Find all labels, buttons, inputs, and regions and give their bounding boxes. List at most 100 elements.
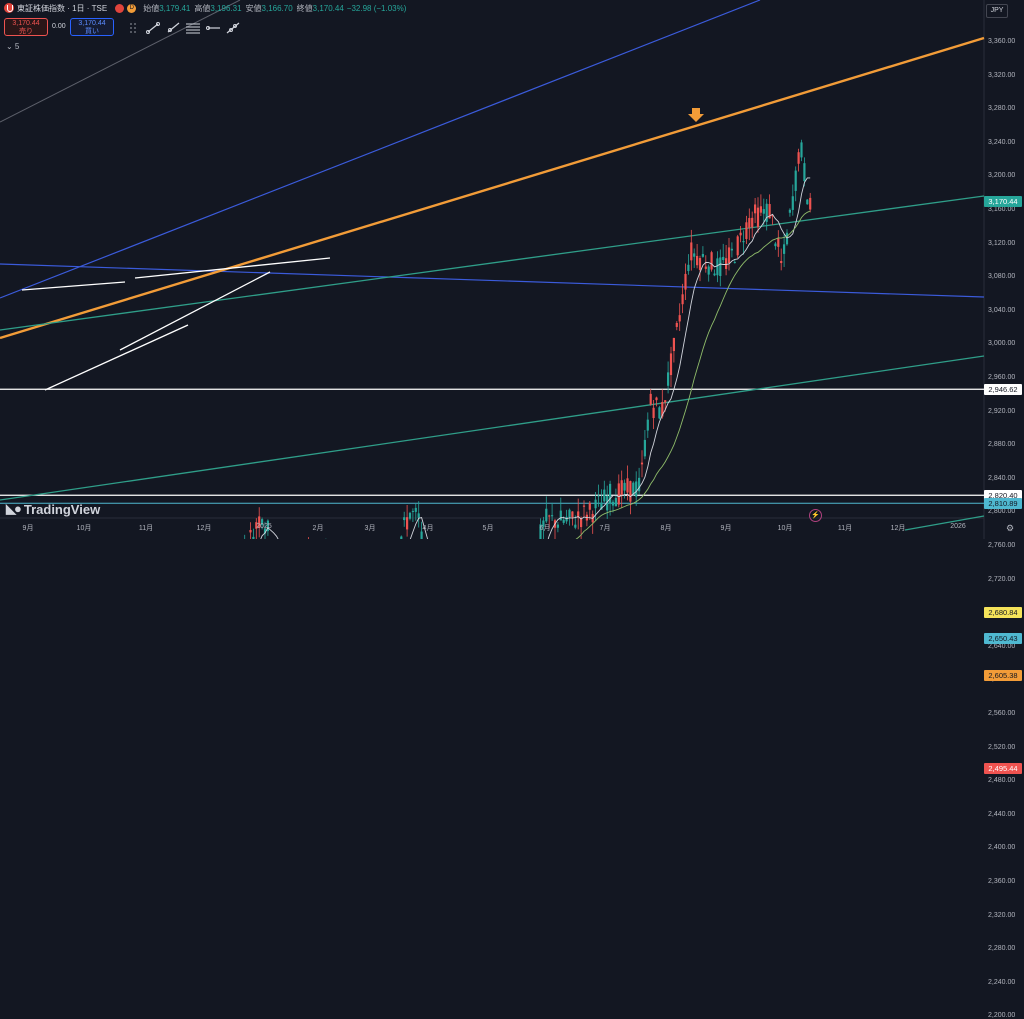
time-axis-label: 11月 [837, 525, 853, 532]
channel-line-white-top [134, 257, 331, 279]
candle-body [788, 209, 791, 213]
drag-handle-icon[interactable] [124, 21, 141, 35]
channel-line-white-top-left [21, 281, 126, 291]
price-axis-label: 2,240.00 [988, 978, 1016, 986]
flash-icon[interactable]: ⚡ [809, 509, 822, 522]
time-axis-label: 2026 [950, 523, 966, 530]
price-tag: 2,820.40 [984, 489, 1022, 501]
candle-body [643, 439, 646, 457]
candle-body [756, 207, 760, 228]
candle-body [261, 519, 264, 525]
candle-body [539, 524, 542, 539]
price-axis-label: 2,560.00 [988, 710, 1016, 717]
price-axis-label: 3,360.00 [988, 38, 1016, 45]
trend-line-icon[interactable] [144, 21, 161, 35]
candle-body [733, 262, 736, 264]
candle-body [551, 515, 554, 517]
price-axis-label: 2,720.00 [988, 575, 1016, 583]
candle-body [748, 218, 751, 228]
high-label: 高値 [194, 3, 211, 13]
time-axis-label: 10月 [76, 525, 92, 532]
candle-body [252, 536, 255, 539]
candle-body [638, 477, 641, 492]
price-axis-label: 2,840.00 [988, 474, 1016, 482]
time-axis-label: 10月 [777, 525, 793, 532]
candle-body [672, 337, 675, 352]
candle-body [571, 511, 574, 518]
candle-body [577, 511, 580, 518]
candle-body [574, 524, 577, 528]
buy-button[interactable]: 3,170.44 買い [70, 18, 114, 36]
candle-body [652, 407, 655, 419]
symbol-logo-icon [4, 3, 14, 13]
ray-icon[interactable] [164, 21, 181, 35]
price-axis-label: 2,440.00 [988, 810, 1016, 818]
candle-body [742, 241, 745, 243]
symbol-title[interactable]: 東証株価指数 · 1日 · TSE [17, 3, 108, 13]
buy-price: 3,170.44 [78, 20, 106, 27]
candle-body [713, 273, 716, 276]
price-axis-label: 2,280.00 [988, 945, 1016, 953]
candle-body [403, 517, 406, 521]
candle-body [414, 507, 417, 512]
candle-body [580, 517, 583, 528]
sell-button[interactable]: 3,170.44 売り [4, 18, 48, 36]
horizontal-ray-icon[interactable] [205, 21, 222, 35]
sell-price: 3,170.44 [12, 20, 40, 27]
candle-body [661, 401, 664, 417]
candle-body [629, 481, 632, 502]
candle-body [765, 203, 768, 222]
price-axis-label: 3,080.00 [988, 273, 1016, 281]
time-axis-label: 2月 [312, 525, 324, 532]
channel-line-white-mid [119, 271, 271, 351]
candle-body [263, 528, 267, 534]
tradingview-logo[interactable]: ◣● TradingView [6, 501, 100, 517]
extended-line-icon[interactable] [225, 21, 242, 35]
candle-body [701, 253, 704, 257]
dividend-d-icon[interactable]: D [127, 3, 137, 13]
candle-body [556, 524, 559, 528]
candle-body [745, 222, 748, 239]
channel-line-white-low [44, 324, 189, 391]
buy-label: 買い [85, 28, 99, 35]
candle-body [266, 520, 269, 532]
price-axis-label: 2,920.00 [988, 407, 1016, 415]
legend-header: 東証株価指数 · 1日 · TSE D 始値 3,179.41 高値 3,196.3… [0, 0, 406, 16]
candle-body [626, 478, 629, 493]
trend-line-blue-lower [0, 263, 985, 298]
candle-body [771, 214, 774, 217]
price-axis-label: 2,880.00 [988, 441, 1016, 449]
candle-body [545, 508, 548, 522]
candle-body [562, 519, 565, 523]
price-tag: 2,605.38 [984, 670, 1022, 682]
indicator-collapse-toggle[interactable]: ⌄ 5 [6, 42, 20, 51]
price-axis-label: 2,760.00 [988, 542, 1016, 549]
trend-line-blue-upper [0, 0, 761, 299]
fib-retracement-icon[interactable] [185, 21, 202, 35]
candle-body [777, 238, 780, 247]
candle-body [635, 481, 638, 497]
time-axis-label: 6月 [539, 525, 551, 532]
candle-body [258, 516, 261, 528]
price-tag: 2,680.84 [984, 606, 1022, 618]
currency-selector[interactable]: JPY [986, 4, 1008, 18]
candle-body [698, 258, 702, 270]
moving-average-long [575, 210, 811, 539]
candle-body [582, 505, 586, 507]
settings-gear-icon[interactable]: ⚙ [1006, 523, 1015, 533]
high-value: 3,196.31 [210, 3, 242, 13]
price-chart[interactable] [0, 0, 1024, 539]
candle-body [707, 266, 710, 275]
candle-body [548, 515, 551, 517]
alert-dot-icon[interactable] [115, 3, 125, 13]
candle-body [675, 322, 678, 327]
time-axis-label: 2025 [256, 523, 272, 530]
price-axis-label: 2,800.00 [988, 508, 1016, 516]
trend-line-teal-lower [0, 355, 985, 501]
candle-body [669, 353, 673, 376]
candle-body [600, 502, 603, 510]
candle-body [716, 258, 719, 276]
drawing-toolbar [122, 19, 242, 37]
price-axis-label: 2,480.00 [988, 777, 1016, 785]
